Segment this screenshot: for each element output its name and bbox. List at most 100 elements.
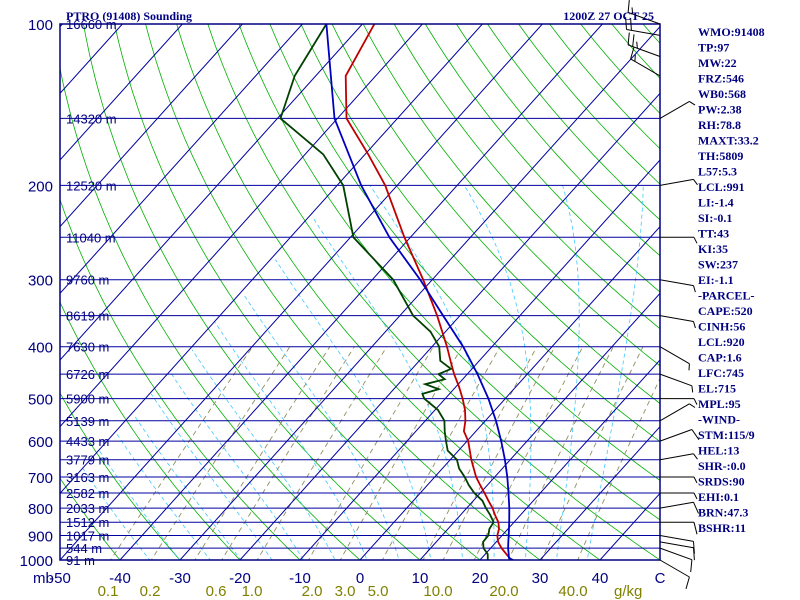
temperature-tick-label: -40 — [109, 570, 131, 587]
dry-adiabat-line — [60, 66, 361, 560]
wind-barb — [659, 178, 698, 186]
temperature-tick-label: 40 — [592, 570, 609, 587]
wind-barb-flag — [693, 522, 698, 535]
wind-barb-flag — [691, 429, 700, 440]
moist-adiabat-line — [555, 185, 580, 560]
mixing-ratio-line — [339, 346, 463, 560]
mixing-ratio-unit: g/kg — [614, 583, 642, 600]
temperature-profile-line — [344, 24, 514, 560]
dry-adiabat-line — [393, 24, 660, 330]
stability-index: LI:-1.4 — [698, 196, 734, 210]
wind-barb — [659, 346, 690, 371]
temperature-tick-label: 30 — [532, 570, 549, 587]
wind-barb-flag — [693, 541, 695, 554]
height-label: 4433 m — [66, 434, 109, 449]
wind-barb — [660, 398, 698, 405]
mixing-ratio-line — [507, 346, 614, 560]
parcel-profile-line — [325, 24, 515, 560]
stability-index: FRZ:546 — [698, 72, 744, 86]
dry-adiabat-line — [455, 24, 660, 257]
temperature-tick-label: -20 — [229, 570, 251, 587]
stability-index: SI:-0.1 — [698, 211, 732, 225]
stability-index: MPL:95 — [698, 397, 741, 411]
dry-adiabat-line — [60, 392, 181, 560]
moist-adiabat-line — [586, 185, 644, 560]
wind-barb-staff — [659, 501, 694, 509]
pressure-tick-label: 100 — [28, 17, 53, 34]
temperature-labels: -50 -40 -30 -20 -10 0 10 20 30 40 C — [49, 570, 665, 587]
wind-barb — [659, 403, 696, 422]
pressure-tick-label: 600 — [28, 434, 53, 451]
wind-barb — [659, 279, 696, 293]
dry-adiabat-line — [300, 24, 660, 443]
stability-index: MAXT:33.2 — [698, 134, 759, 148]
temperature-tick-label: 20 — [472, 570, 489, 587]
wind-barb-flag — [691, 385, 694, 393]
wind-barb — [660, 521, 698, 535]
stability-index: STM:115/9 — [698, 428, 755, 442]
wind-barb — [659, 501, 699, 514]
wind-barb — [630, 46, 661, 77]
moist-adiabat-line — [369, 185, 495, 560]
wind-barb-flag — [690, 559, 693, 573]
mixing-ratio-line — [150, 346, 291, 560]
wind-barb-staff — [659, 403, 690, 422]
moist-adiabat-line — [133, 414, 242, 560]
temperature-tick-label: 10 — [412, 570, 429, 587]
stability-index: SRDS:90 — [698, 475, 745, 489]
pressure-tick-label: 800 — [28, 501, 53, 518]
dry-adiabat-line — [331, 24, 660, 404]
wind-barb-staff — [659, 178, 694, 186]
isotherm-line — [239, 92, 660, 560]
stability-index: CAP:1.6 — [698, 351, 742, 365]
wind-barb — [627, 32, 661, 57]
stability-index: CAPE:520 — [698, 304, 753, 318]
isotherm-line — [60, 24, 243, 228]
stability-index: EL:715 — [698, 382, 736, 396]
stability-index: LCL:920 — [698, 335, 745, 349]
wind-barb-flag — [625, 17, 627, 30]
temperature-tick-label: 0 — [356, 570, 364, 587]
dry-adiabat-line — [60, 301, 241, 560]
pressure-tick-label: 1000 — [20, 553, 53, 570]
pressure-tick-label: 500 — [28, 392, 53, 409]
mixing-ratio-line — [307, 346, 434, 560]
stability-index: BRN:47.3 — [698, 506, 748, 520]
mixing-ratio-label: 0.2 — [140, 583, 161, 600]
pressure-tick-label: 700 — [28, 470, 53, 487]
wind-barb-staff — [659, 453, 694, 461]
wind-barbs — [625, 0, 700, 590]
mixing-ratio-label: 0.1 — [98, 583, 119, 600]
wind-barb-staff — [626, 29, 661, 36]
moist-adiabat-line — [463, 185, 532, 560]
stability-index: WMO:91408 — [698, 25, 765, 39]
dry-adiabats — [60, 24, 660, 560]
pressure-tick-label: 200 — [28, 178, 53, 195]
wind-barb — [660, 492, 698, 500]
dry-adiabat-line — [60, 198, 301, 560]
wind-barb — [659, 453, 698, 461]
stability-index: TH:5809 — [698, 149, 743, 163]
dry-adiabat-line — [238, 24, 660, 521]
dewpoint-profile-line — [279, 24, 495, 560]
mixing-ratio-line — [109, 346, 253, 560]
wind-barb-staff — [659, 535, 694, 542]
isotherms — [60, 24, 660, 560]
temperature-tick-label: -30 — [169, 570, 191, 587]
mixing-ratio-line — [194, 346, 331, 560]
wind-barb-flag — [693, 237, 698, 244]
wind-barb-flag — [693, 501, 699, 514]
dry-adiabat-line — [207, 24, 660, 560]
height-label: 1512 m — [66, 515, 109, 530]
mixing-ratio-line — [442, 346, 556, 560]
wind-barb-flag — [693, 492, 698, 500]
wind-barb-staff — [630, 58, 661, 77]
mixing-ratio-label: 5.0 — [368, 583, 389, 600]
mixing-ratio-label: 1.0 — [242, 583, 263, 600]
isotherm-line — [179, 25, 660, 560]
height-label: 91 m — [66, 553, 95, 568]
stability-index: BSHR:11 — [698, 521, 746, 535]
isotherm-line — [60, 24, 183, 161]
mixing-ratio-line — [541, 346, 644, 560]
stability-index: KI:35 — [698, 242, 728, 256]
